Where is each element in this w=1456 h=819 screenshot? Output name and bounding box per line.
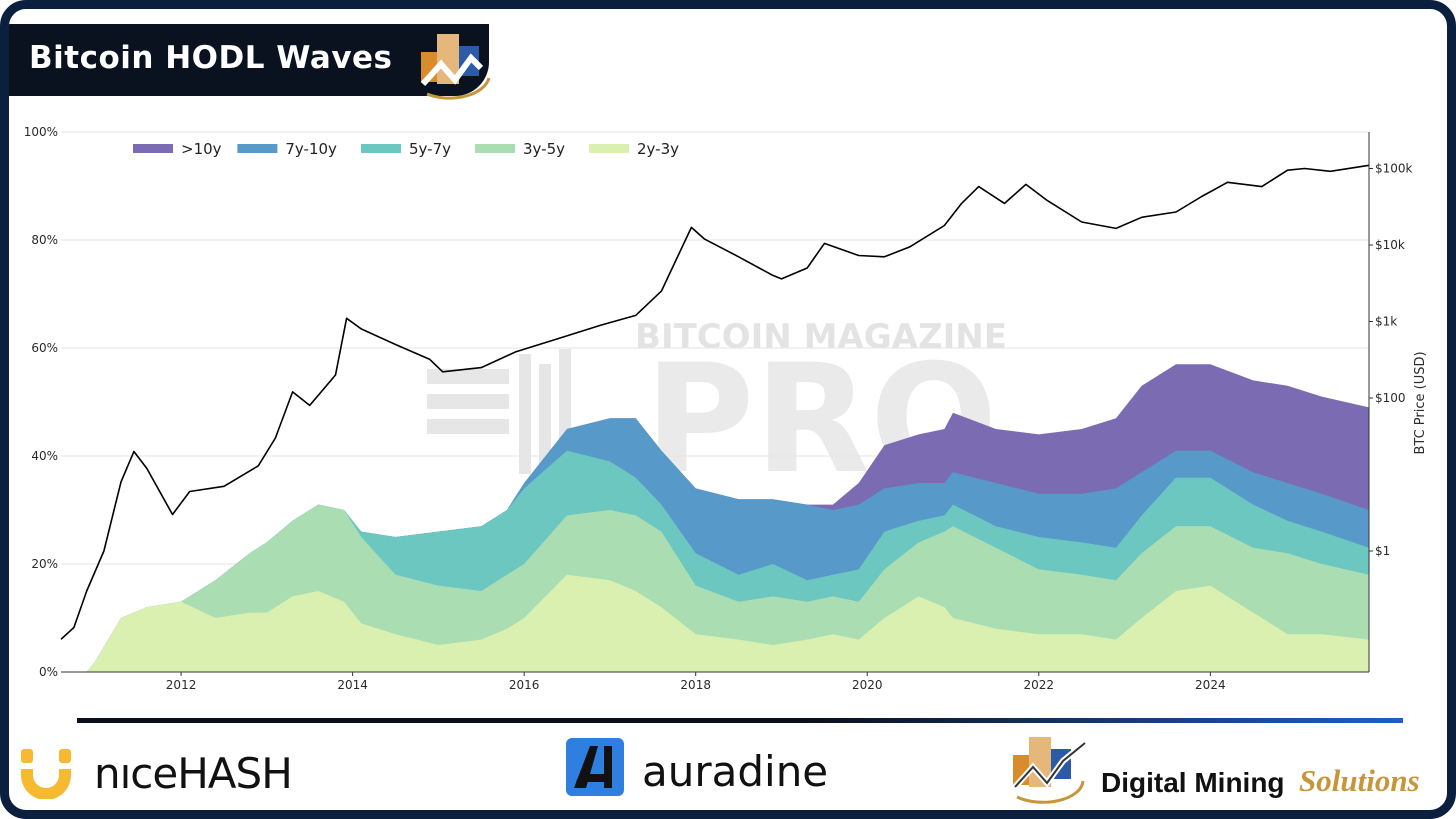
dms-wordmark: Digital Mining [1101,767,1285,798]
y-axis-ticks: 0% 20% 40% 60% 80% 100% [24,125,58,679]
title-bar: Bitcoin HODL Waves [9,24,491,100]
y2-tick-label: $10k [1375,238,1405,252]
y2-tick-label: $100 [1375,391,1406,405]
y-tick-label: 60% [31,341,58,355]
watermark: BITCOIN MAGAZINE PRO [427,317,1007,507]
legend: >10y 7y-10y 5y-7y 3y-5y 2y-3y [133,140,679,158]
x-tick-label: 2020 [852,678,883,692]
area-band-3y5y [61,504,1369,672]
legend-swatch [361,144,401,153]
nicehash-logo-icon [21,749,71,799]
x-tick-label: 2014 [337,678,368,692]
legend-swatch [133,144,173,153]
legend-label: 5y-7y [409,140,451,158]
x-tick-label: 2018 [680,678,711,692]
legend-label: 7y-10y [285,140,337,158]
legend-label: 2y-3y [637,140,679,158]
watermark-line1: BITCOIN MAGAZINE [635,317,1007,357]
auradine-wordmark: auradine [642,747,829,796]
legend-swatch [475,144,515,153]
x-axis-ticks: 2012 2014 2016 2018 2020 2022 2024 [166,672,1226,692]
y-tick-label: 0% [39,665,58,679]
y-tick-label: 80% [31,233,58,247]
digital-mining-logo-icon [420,34,491,100]
hodl-waves-chart: BITCOIN MAGAZINE PRO 0%20%40%60%80%100% … [24,125,1428,692]
y-tick-label: 100% [24,125,58,139]
nicehash-wordmark: nıceHASH [94,749,293,798]
axes [61,132,1370,673]
area-layer [61,364,1369,672]
y2-tick-label: $100k [1375,162,1413,176]
y2-tick-label: $1k [1375,315,1397,329]
price-layer [60,164,1370,640]
x-tick-label: 2022 [1024,678,1055,692]
y2-axis-ticks: $1 $100 $1k $10k $100k [1369,162,1413,558]
legend-swatch [589,144,629,153]
page-title: Bitcoin HODL Waves [29,40,393,76]
area-band-2y3y [61,574,1369,672]
dms-logo-icon [1012,737,1087,804]
y2-tick-label: $1 [1375,544,1390,558]
y-tick-label: 20% [31,557,58,571]
legend-label: >10y [181,140,222,158]
x-tick-label: 2016 [509,678,540,692]
x-tick-label: 2012 [166,678,197,692]
x-tick-label: 2024 [1195,678,1226,692]
footer-divider [77,718,1403,723]
legend-label: 3y-5y [523,140,565,158]
watermark-logo-icon [427,349,571,474]
y2-axis-label: BTC Price (USD) [1413,351,1428,454]
btc-price-line [60,164,1370,640]
dms-wordmark-accent: Solutions [1299,763,1420,798]
auradine-logo-icon [566,738,624,796]
y-tick-label: 40% [31,449,58,463]
legend-swatch [237,144,278,153]
